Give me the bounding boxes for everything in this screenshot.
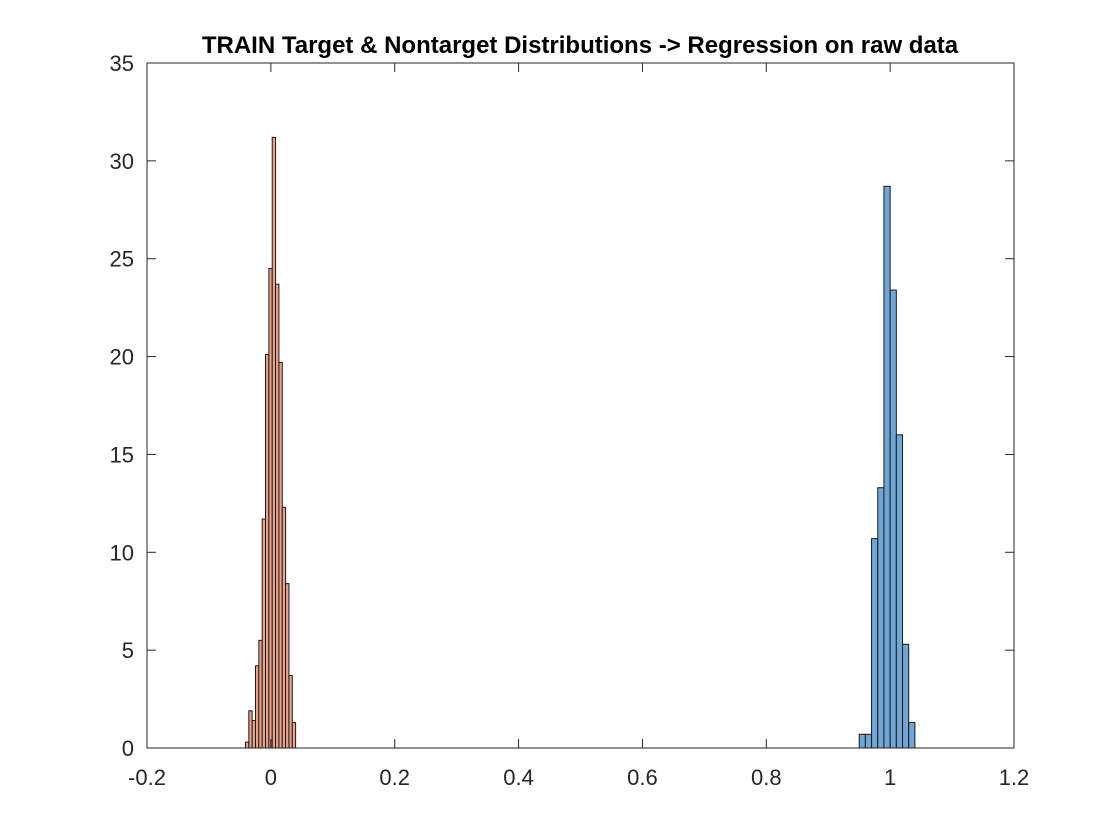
histogram-bar-series2-9	[908, 722, 916, 749]
histogram-bar-series2-6	[889, 289, 897, 749]
histogram-bar-series1-3	[251, 720, 256, 749]
x-tick-label-6: 0.8	[751, 765, 782, 790]
histogram-bar-series1-8	[268, 268, 273, 749]
histogram-bar-series2-3	[871, 538, 879, 749]
histogram-bar-series1-6	[261, 518, 267, 749]
histogram-bar-series1-1	[244, 741, 250, 749]
histogram-bar-series1-2	[248, 710, 253, 749]
histogram-bar-series1-13	[285, 583, 290, 749]
y-tick-label-1: 0	[122, 736, 134, 761]
y-tick-label-3: 10	[110, 540, 134, 565]
histogram-bar-series2-8	[902, 643, 910, 749]
y-tick-label-4: 15	[110, 442, 134, 467]
histogram-bar-series1-10	[275, 283, 280, 749]
x-tick-label-3: 0.2	[379, 765, 410, 790]
y-tick-label-8: 35	[110, 51, 134, 76]
ticks-layer: -0.2 0 0.2 0.4 0.6 0.8 1 1.2 0 5 10 15 20 25 30 35	[110, 51, 1030, 790]
bars-layer	[244, 136, 916, 749]
y-tick-label-5: 20	[110, 345, 134, 370]
x-tick-label-5: 0.6	[627, 765, 658, 790]
histogram-bar-series1-7	[265, 354, 270, 749]
y-tick-label-2: 5	[122, 638, 134, 663]
histogram-bar-series1-12	[281, 506, 287, 749]
histogram-bar-series1-5	[258, 639, 263, 749]
y-tick-label-7: 30	[110, 149, 134, 174]
histogram-bar-series2-4	[877, 487, 885, 749]
axes-box	[146, 62, 1015, 749]
histogram-bar-series1-15	[291, 722, 297, 749]
x-tick-label-2: 0	[265, 765, 277, 790]
x-tick-label-7: 1	[884, 765, 896, 790]
histogram-bar-series1-11	[278, 361, 283, 749]
histogram-bar-series2-2	[864, 733, 873, 749]
x-tick-label-8: 1.2	[999, 765, 1030, 790]
x-tick-label-4: 0.4	[503, 765, 534, 790]
y-tick-label-6: 25	[110, 247, 134, 272]
chart-title: TRAIN Target & Nontarget Distributions -…	[202, 32, 959, 59]
x-tick-label-1: -0.2	[128, 765, 166, 790]
histogram-bar-series2-5	[883, 185, 891, 749]
histogram-bar-series2-7	[895, 434, 904, 749]
histogram-bar-series2-1	[858, 733, 866, 749]
histogram-bar-series1-14	[288, 675, 293, 749]
histogram-bar-series1-4	[255, 665, 260, 749]
histogram-bar-series1-9	[271, 136, 277, 749]
